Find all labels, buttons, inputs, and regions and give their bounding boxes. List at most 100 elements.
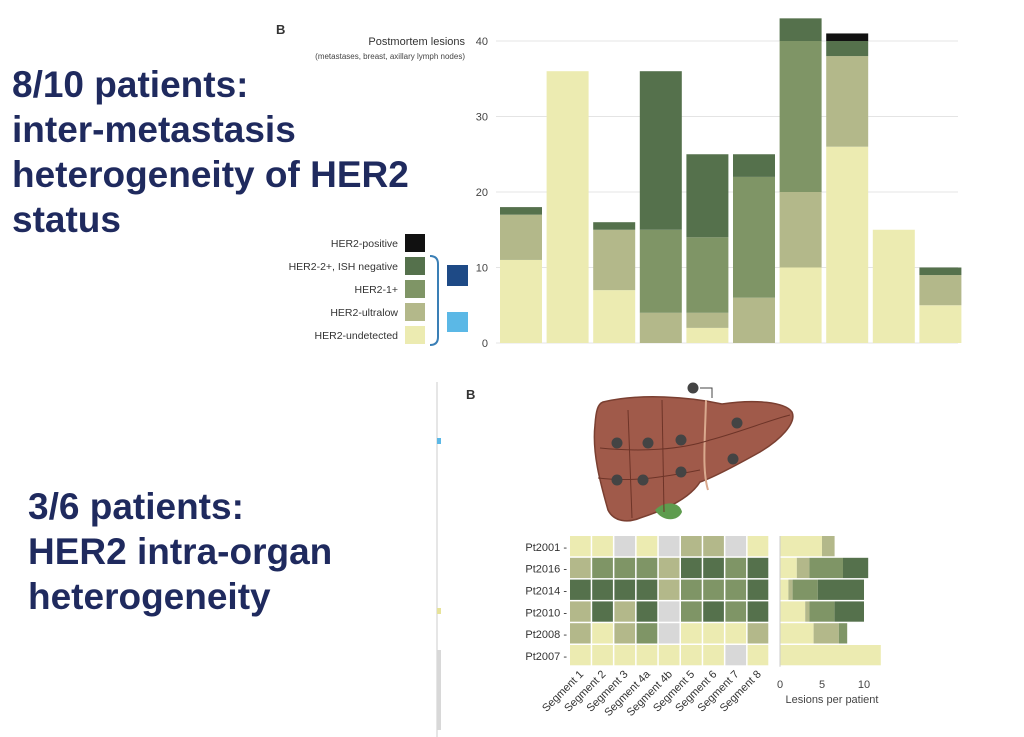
panel-label: B <box>466 387 475 402</box>
heatmap-cell <box>636 601 658 622</box>
bar-segment <box>919 275 962 306</box>
bar-segment <box>639 229 682 313</box>
bar-segment <box>639 71 682 230</box>
heatmap-cell <box>614 645 636 666</box>
heatmap-cell <box>747 623 769 644</box>
lesions-axis: 0 5 10 <box>777 536 870 691</box>
legend: HER2-positive HER2-2+, ISH negative HER2-1… <box>289 234 425 344</box>
bar-segment <box>826 146 869 343</box>
bar-segment <box>826 33 869 41</box>
row-label: Pt2001 - <box>525 542 567 554</box>
bar-segment <box>500 214 542 260</box>
lesion-bar-segment <box>838 623 848 644</box>
heatmap-cell <box>658 557 680 579</box>
x-axis-label: Lesions per patient <box>786 694 879 706</box>
headline-line: status <box>12 199 121 240</box>
heatmap-cell <box>681 645 702 666</box>
heatmap-cell <box>570 601 591 622</box>
bar-segment <box>733 297 775 343</box>
headline-line: inter-metastasis <box>12 109 296 150</box>
bar-segment <box>593 290 636 343</box>
row-label: Pt2007 - <box>525 651 567 663</box>
legend-swatch <box>405 280 425 298</box>
lesion-bar-segment <box>788 579 793 600</box>
heatmap-cell <box>658 536 680 557</box>
legend-label: HER2-positive <box>331 238 398 250</box>
bar-segment <box>826 41 869 57</box>
y-tick-label: 0 <box>482 338 488 350</box>
heatmap-cells <box>570 536 769 666</box>
headline-line: 3/6 patients: <box>28 486 244 527</box>
legend-label: HER2-1+ <box>355 284 398 296</box>
headline-line: heterogeneity of HER2 <box>12 154 409 195</box>
bar-segment <box>593 229 636 291</box>
lesion-bar-segment <box>843 557 869 579</box>
panel-label: B <box>276 22 285 37</box>
legend-swatch <box>405 257 425 275</box>
heatmap-cell <box>592 645 613 666</box>
heatmap-cell <box>636 557 658 579</box>
heatmap-cell <box>592 557 613 579</box>
headline-intra-organ: 3/6 patients: HER2 intra-organ heterogen… <box>28 484 332 619</box>
heatmap-cell <box>570 579 591 600</box>
heatmap-cell <box>636 579 658 600</box>
heatmap-cell <box>570 645 591 666</box>
bar-segment <box>826 56 869 147</box>
legend-label: HER2-undetected <box>315 330 399 342</box>
lesions-per-patient-bars <box>780 536 881 666</box>
heatmap-cell <box>592 623 613 644</box>
heatmap-cell <box>614 579 636 600</box>
lesion-bar-segment <box>809 557 843 579</box>
heatmap-cell <box>703 601 724 622</box>
heatmap-cell <box>747 557 769 579</box>
y-tick-label: 30 <box>476 112 488 124</box>
bar-segment <box>686 154 729 238</box>
bar-segment <box>872 229 915 343</box>
headline-line: 8/10 patients: <box>12 64 249 105</box>
y-axis: 0 10 20 30 40 <box>476 36 488 350</box>
heatmap-cell <box>725 579 747 600</box>
x-tick-label: 5 <box>819 679 825 691</box>
heatmap-cell <box>703 536 724 557</box>
heatmap-cell <box>703 645 724 666</box>
heatmap-cell <box>570 623 591 644</box>
lesion-bar-segment <box>780 601 806 622</box>
row-label: Pt2014 - <box>525 586 567 598</box>
bar-segment <box>686 237 729 313</box>
lesion-bar-segment <box>780 536 822 557</box>
bars <box>500 18 962 343</box>
heatmap-cell <box>703 557 724 579</box>
her2-ultralow-box-icon <box>447 312 468 332</box>
row-labels: Pt2001 - Pt2016 - Pt2014 - Pt2010 - Pt2008 -… <box>525 542 567 663</box>
lesion-bar-segment <box>796 557 810 579</box>
heatmap-cell <box>703 579 724 600</box>
lesion-bar-segment <box>780 557 797 579</box>
bracket-icon <box>429 255 439 346</box>
row-label: Pt2016 - <box>525 564 567 576</box>
lesion-bar-segment <box>780 645 881 666</box>
legend-label: HER2-2+, ISH negative <box>289 261 399 273</box>
y-tick-label: 10 <box>476 263 488 275</box>
heatmap-cell <box>636 536 658 557</box>
strip-mark <box>437 650 441 730</box>
lesion-bar-segment <box>809 601 835 622</box>
heatmap-cell <box>592 601 613 622</box>
liver-icon <box>593 382 794 522</box>
heatmap-cell <box>636 645 658 666</box>
heatmap-cell <box>614 557 636 579</box>
lesion-bar-segment <box>822 536 835 557</box>
heatmap-cell <box>747 645 769 666</box>
gallbladder-icon <box>655 503 682 520</box>
heatmap-cell <box>681 579 702 600</box>
legend-label: HER2-ultralow <box>330 307 398 319</box>
lesion-bar-segment <box>805 601 810 622</box>
lesion-bar-segment <box>813 623 839 644</box>
strip-mark <box>437 438 441 444</box>
chart-title: Postmortem lesions <box>368 36 465 48</box>
y-tick-label: 40 <box>476 36 488 48</box>
bar-segment <box>733 154 775 177</box>
heatmap-cell <box>681 601 702 622</box>
bar-segment <box>779 267 822 343</box>
